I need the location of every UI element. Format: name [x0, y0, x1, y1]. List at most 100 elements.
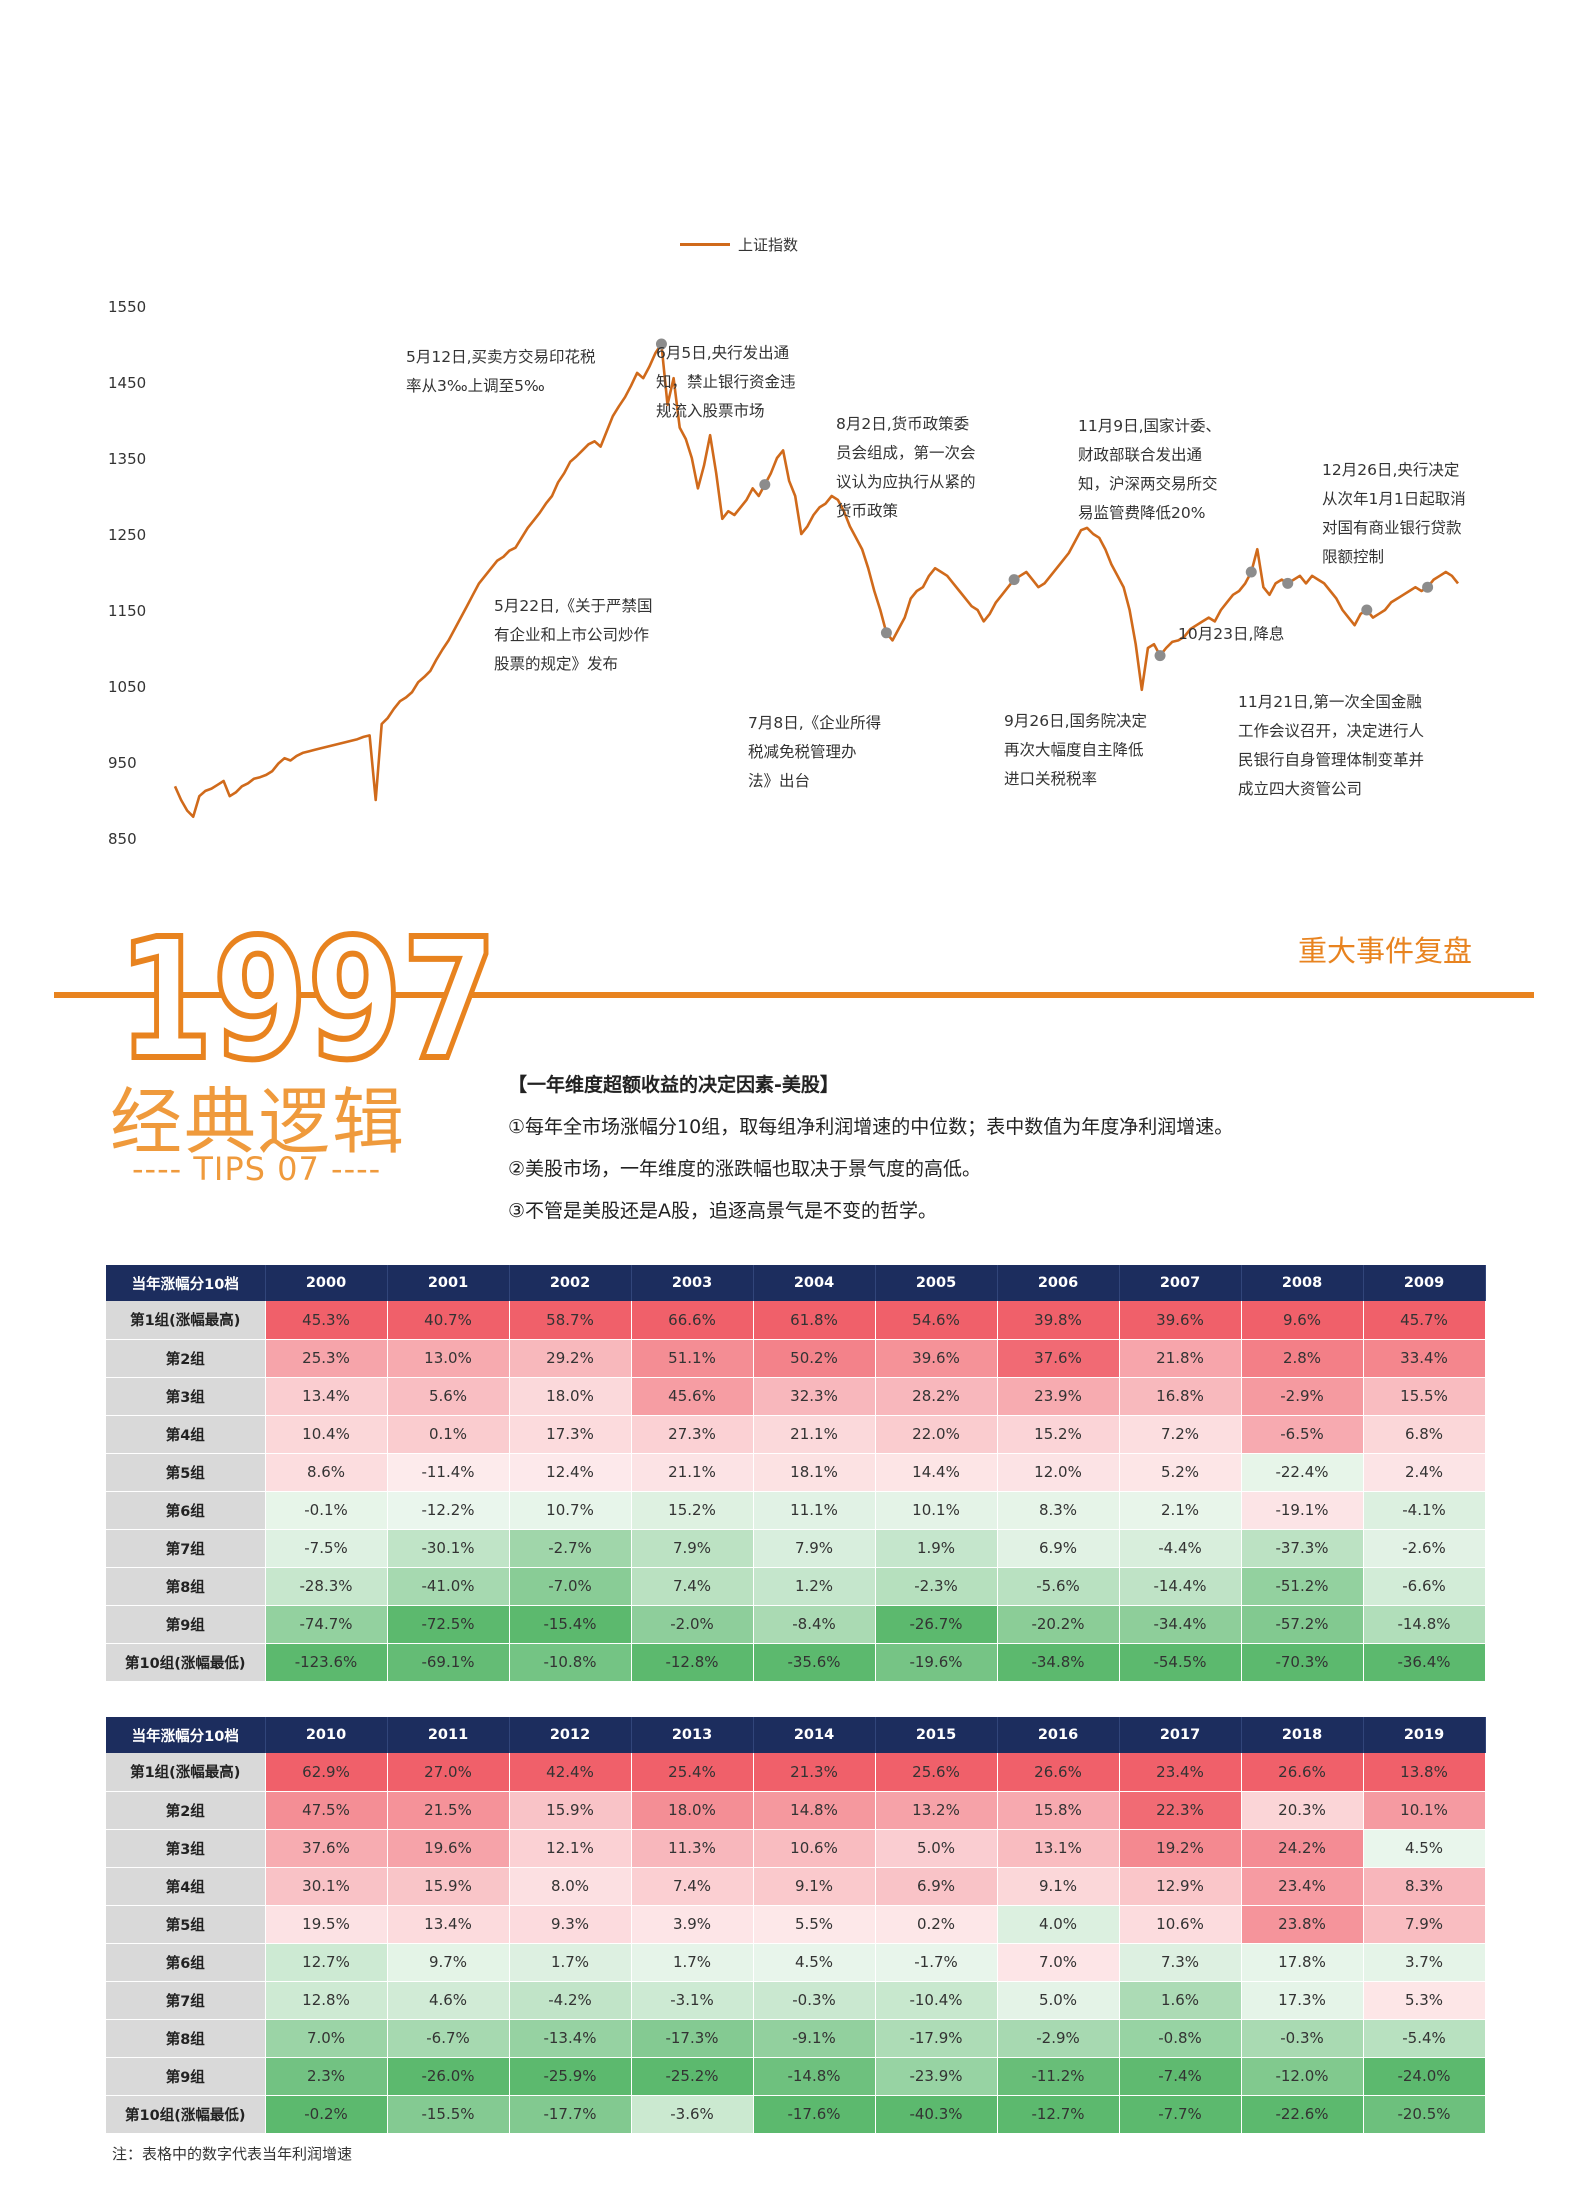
table-cell: -12.0% — [1241, 2057, 1364, 2096]
table-cell: -40.3% — [875, 2095, 998, 2134]
table-row: 第8组 -28.3% -41.0% -7.0% 7.4% 1.2% -2.3% -5.6% -1… — [106, 1567, 1486, 1606]
table-cell: 58.7% — [509, 1301, 632, 1340]
table-cell: -6.6% — [1363, 1567, 1486, 1606]
table-cell: 6.9% — [997, 1529, 1120, 1568]
table-cell: -14.8% — [1363, 1605, 1486, 1644]
table-cell: -22.4% — [1241, 1453, 1364, 1492]
year-header: 2001 — [387, 1265, 510, 1301]
table-cell: -8.4% — [753, 1605, 876, 1644]
table-cell: -36.4% — [1363, 1643, 1486, 1682]
table-cell: 5.2% — [1119, 1453, 1242, 1492]
growth-table-2000-2009: 当年涨幅分10档 2000 2001 2002 2003 2004 2005 2… — [106, 1265, 1486, 1682]
y-tick-label: 950 — [108, 754, 137, 772]
event-marker — [1422, 581, 1434, 593]
table-cell: -2.9% — [997, 2019, 1120, 2058]
table-cell: 15.8% — [997, 1791, 1120, 1830]
table-cell: 62.9% — [265, 1753, 388, 1792]
table-cell: -9.1% — [753, 2019, 876, 2058]
event-marker — [1008, 574, 1020, 586]
table-cell: -3.1% — [631, 1981, 754, 2020]
year-header: 2013 — [631, 1717, 754, 1753]
table-cell: 45.3% — [265, 1301, 388, 1340]
table-cell: 47.5% — [265, 1791, 388, 1830]
table-cell: -20.5% — [1363, 2095, 1486, 2134]
table-cell: 25.6% — [875, 1753, 998, 1792]
table-cell: -23.9% — [875, 2057, 998, 2096]
table-cell: -7.5% — [265, 1529, 388, 1568]
table-cell: 10.7% — [509, 1491, 632, 1530]
table-cell: 3.7% — [1363, 1943, 1486, 1982]
table-cell: -123.6% — [265, 1643, 388, 1682]
table-cell: -7.7% — [1119, 2095, 1242, 2134]
table-cell: -0.3% — [753, 1981, 876, 2020]
table-cell: 19.5% — [265, 1905, 388, 1944]
table-cell: 13.0% — [387, 1339, 510, 1378]
table-cell: 30.1% — [265, 1867, 388, 1906]
table-cell: -13.4% — [509, 2019, 632, 2058]
year-header: 2006 — [997, 1265, 1120, 1301]
table-row: 第8组 7.0% -6.7% -13.4% -17.3% -9.1% -17.9% -2.9%… — [106, 2019, 1486, 2058]
table-cell: 15.5% — [1363, 1377, 1486, 1416]
table-cell: -26.7% — [875, 1605, 998, 1644]
table-cell: 23.8% — [1241, 1905, 1364, 1944]
table-cell: -0.1% — [265, 1491, 388, 1530]
table-cell: 18.0% — [509, 1377, 632, 1416]
year-header: 2007 — [1119, 1265, 1242, 1301]
table-cell: 19.6% — [387, 1829, 510, 1868]
year-header: 2014 — [753, 1717, 876, 1753]
annotation-fee-cut: 11月9日,国家计委、 财政部联合发出通 知，沪深两交易所交 易监管费降低20% — [1078, 417, 1222, 522]
row-label: 第2组 — [106, 1791, 266, 1830]
table-cell: -51.2% — [1241, 1567, 1364, 1606]
table-cell: -12.7% — [997, 2095, 1120, 2134]
table-cell: 40.7% — [387, 1301, 510, 1340]
row-label: 第4组 — [106, 1415, 266, 1454]
year-header: 2002 — [509, 1265, 632, 1301]
table-cell: -17.3% — [631, 2019, 754, 2058]
table-row: 第10组(涨幅最低) -0.2% -15.5% -17.7% -3.6% -17.6% -4… — [106, 2095, 1486, 2134]
table-cell: 7.9% — [753, 1529, 876, 1568]
table-cell: 4.6% — [387, 1981, 510, 2020]
table-header-row: 当年涨幅分10档 2000 2001 2002 2003 2004 2005 2… — [106, 1265, 1486, 1301]
table-cell: 10.4% — [265, 1415, 388, 1454]
table-cell: -11.4% — [387, 1453, 510, 1492]
year-header: 2016 — [997, 1717, 1120, 1753]
table-cell: 20.3% — [1241, 1791, 1364, 1830]
table-cell: 7.9% — [1363, 1905, 1486, 1944]
table-cell: 13.1% — [997, 1829, 1120, 1868]
table-cell: 29.2% — [509, 1339, 632, 1378]
table-cell: -10.8% — [509, 1643, 632, 1682]
table-cell: -25.9% — [509, 2057, 632, 2096]
table-cell: 1.9% — [875, 1529, 998, 1568]
table-cell: -12.8% — [631, 1643, 754, 1682]
table-cell: -17.6% — [753, 2095, 876, 2134]
y-tick-label: 1350 — [108, 450, 147, 468]
y-tick-label: 1550 — [108, 298, 147, 316]
tips-label: ---- TIPS 07 ---- — [132, 1150, 382, 1188]
table-header-row: 当年涨幅分10档 2010 2011 2012 2013 2014 2015 2… — [106, 1717, 1486, 1753]
table-cell: 26.6% — [997, 1753, 1120, 1792]
table-cell: 7.2% — [1119, 1415, 1242, 1454]
table-footnote: 注：表格中的数字代表当年利润增速 — [112, 2145, 353, 2163]
row-label: 第8组 — [106, 1567, 266, 1606]
table-cell: -34.4% — [1119, 1605, 1242, 1644]
table-cell: -1.7% — [875, 1943, 998, 1982]
table-cell: 7.3% — [1119, 1943, 1242, 1982]
table-cell: 33.4% — [1363, 1339, 1486, 1378]
table-row: 第1组(涨幅最高) 62.9% 27.0% 42.4% 25.4% 21.3% 25.6% 2… — [106, 1753, 1486, 1792]
event-marker — [759, 479, 771, 491]
table-cell: 12.0% — [997, 1453, 1120, 1492]
table-cell: -25.2% — [631, 2057, 754, 2096]
y-tick-label: 1450 — [108, 374, 147, 392]
table-cell: 11.1% — [753, 1491, 876, 1530]
row-label: 第3组 — [106, 1829, 266, 1868]
table-cell: 39.8% — [997, 1301, 1120, 1340]
annotation-bank-funds: 6月5日,央行发出通 知，禁止银行资金违 规流入股票市场 — [656, 344, 796, 420]
table-cell: 12.8% — [265, 1981, 388, 2020]
table-cell: 1.7% — [631, 1943, 754, 1982]
event-marker — [1154, 650, 1166, 662]
table-cell: 39.6% — [1119, 1301, 1242, 1340]
table-cell: 4.5% — [1363, 1829, 1486, 1868]
table-cell: 28.2% — [875, 1377, 998, 1416]
table-cell: 45.6% — [631, 1377, 754, 1416]
table-cell: 17.3% — [1241, 1981, 1364, 2020]
